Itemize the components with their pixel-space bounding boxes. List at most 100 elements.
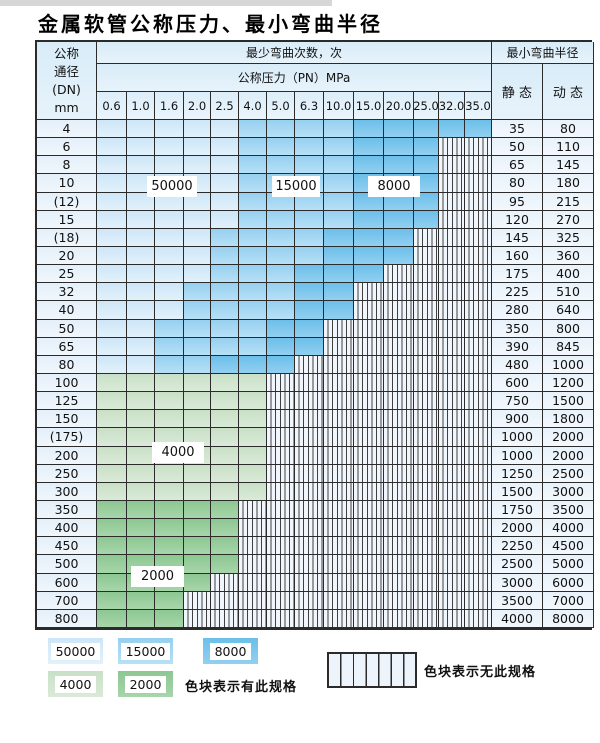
cell-cycles-50000 xyxy=(184,265,211,284)
pressure-header-10.0: 10.0 xyxy=(324,92,354,120)
cell-cycles-2000 xyxy=(127,537,155,556)
cell-no-spec xyxy=(414,428,439,447)
cell-no-spec xyxy=(465,373,492,393)
cell-cycles-8000 xyxy=(384,246,414,266)
cell-cycles-8000 xyxy=(295,301,324,320)
static-value: 900 xyxy=(492,410,543,429)
cell-cycles-50000 xyxy=(184,138,211,157)
dynamic-value: 8000 xyxy=(543,609,594,628)
cell-no-spec xyxy=(295,392,324,411)
cell-cycles-50000 xyxy=(184,156,211,175)
cell-no-spec xyxy=(439,464,465,483)
dn-label: 65 xyxy=(37,337,97,356)
cell-no-spec xyxy=(414,246,439,266)
cell-no-spec xyxy=(439,337,465,356)
cell-cycles-4000 xyxy=(211,482,239,501)
static-value: 225 xyxy=(492,283,543,302)
cell-cycles-15000 xyxy=(184,355,211,374)
cell-no-spec xyxy=(295,428,324,447)
cell-cycles-8000 xyxy=(384,138,414,157)
cell-no-spec xyxy=(414,410,439,429)
cycle-count-label-15000: 15000 xyxy=(272,176,320,197)
cell-cycles-50000 xyxy=(184,210,211,229)
cell-no-spec xyxy=(354,392,384,411)
cell-no-spec xyxy=(354,573,384,592)
cell-cycles-50000 xyxy=(97,301,127,320)
cell-no-spec xyxy=(267,482,295,501)
cell-cycles-8000 xyxy=(465,120,492,139)
cell-cycles-50000 xyxy=(184,192,211,211)
cell-no-spec xyxy=(295,355,324,374)
cell-no-spec xyxy=(414,609,439,628)
cell-no-spec xyxy=(465,319,492,338)
static-value: 3500 xyxy=(492,591,543,610)
cell-cycles-2000 xyxy=(211,555,239,574)
dn-label: 100 xyxy=(37,373,97,393)
cell-no-spec xyxy=(295,555,324,574)
cell-cycles-15000 xyxy=(184,283,211,302)
cell-no-spec xyxy=(324,482,354,501)
pressure-header-0.6: 0.6 xyxy=(97,92,127,120)
cell-no-spec xyxy=(324,573,354,592)
cell-cycles-15000 xyxy=(211,337,239,356)
cell-no-spec xyxy=(439,428,465,447)
cell-cycles-50000 xyxy=(127,265,155,284)
cell-no-spec xyxy=(465,519,492,538)
cell-no-spec xyxy=(414,482,439,501)
cell-cycles-4000 xyxy=(211,410,239,429)
cell-cycles-2000 xyxy=(184,519,211,538)
cell-cycles-2000 xyxy=(155,591,184,610)
cell-no-spec xyxy=(414,283,439,302)
dn-header-line: mm xyxy=(54,99,79,115)
pressure-header-20.0: 20.0 xyxy=(384,92,414,120)
cell-no-spec xyxy=(295,519,324,538)
cell-cycles-2000 xyxy=(184,573,211,592)
cell-no-spec xyxy=(384,609,414,628)
cell-no-spec xyxy=(324,591,354,610)
cell-no-spec xyxy=(465,210,492,229)
cell-cycles-4000 xyxy=(127,482,155,501)
cell-no-spec xyxy=(384,337,414,356)
cell-cycles-50000 xyxy=(155,210,184,229)
cell-cycles-50000 xyxy=(184,228,211,247)
static-value: 2500 xyxy=(492,555,543,574)
cell-no-spec xyxy=(414,573,439,592)
cell-no-spec xyxy=(414,319,439,338)
dn-label: 600 xyxy=(37,573,97,592)
cell-no-spec xyxy=(414,591,439,610)
cell-no-spec xyxy=(324,373,354,393)
cell-no-spec xyxy=(465,482,492,501)
cell-no-spec xyxy=(267,373,295,393)
cell-cycles-4000 xyxy=(239,392,267,411)
static-value: 1250 xyxy=(492,464,543,483)
cell-no-spec xyxy=(384,446,414,465)
cell-no-spec xyxy=(184,609,211,628)
cell-cycles-8000 xyxy=(414,156,439,175)
cell-no-spec xyxy=(354,500,384,520)
cell-no-spec xyxy=(439,519,465,538)
static-value: 280 xyxy=(492,301,543,320)
cell-no-spec xyxy=(465,446,492,465)
cell-no-spec xyxy=(354,537,384,556)
cell-cycles-4000 xyxy=(211,446,239,465)
cell-no-spec xyxy=(439,482,465,501)
cell-no-spec xyxy=(354,464,384,483)
cell-no-spec xyxy=(295,609,324,628)
cell-cycles-15000 xyxy=(239,174,267,193)
dn-label: 50 xyxy=(37,319,97,338)
cell-no-spec xyxy=(324,609,354,628)
cell-cycles-2000 xyxy=(97,537,127,556)
cell-cycles-50000 xyxy=(97,283,127,302)
cell-no-spec xyxy=(211,591,239,610)
cell-cycles-4000 xyxy=(239,446,267,465)
dynamic-value: 845 xyxy=(543,337,594,356)
cell-cycles-15000 xyxy=(267,210,295,229)
legend-swatch-label: 2000 xyxy=(124,675,167,693)
cell-cycles-50000 xyxy=(127,319,155,338)
cell-no-spec xyxy=(267,428,295,447)
cell-cycles-2000 xyxy=(127,609,155,628)
dynamic-value: 110 xyxy=(543,138,594,157)
cell-cycles-15000 xyxy=(295,246,324,266)
dn-label: 15 xyxy=(37,210,97,229)
cell-cycles-8000 xyxy=(439,120,465,139)
